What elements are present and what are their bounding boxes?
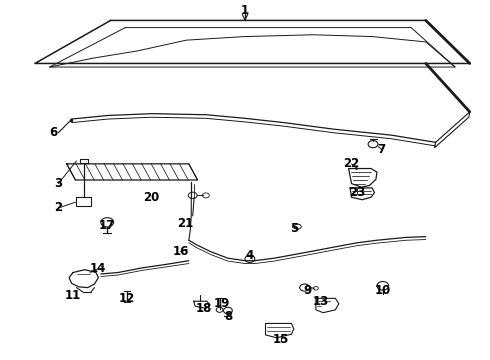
- Circle shape: [300, 284, 310, 291]
- Text: 12: 12: [119, 292, 135, 305]
- Text: 7: 7: [378, 143, 386, 156]
- Circle shape: [216, 307, 223, 312]
- Text: 2: 2: [54, 202, 62, 215]
- Text: 6: 6: [49, 126, 58, 139]
- Text: 22: 22: [343, 157, 360, 170]
- Circle shape: [223, 307, 232, 314]
- Text: 17: 17: [99, 219, 115, 233]
- Bar: [76, 197, 91, 206]
- Circle shape: [377, 282, 389, 290]
- Circle shape: [245, 255, 255, 262]
- Circle shape: [368, 140, 378, 148]
- Text: 20: 20: [143, 191, 159, 204]
- Text: 19: 19: [213, 297, 230, 310]
- Text: 16: 16: [172, 245, 189, 258]
- Circle shape: [202, 193, 209, 198]
- Text: 4: 4: [246, 249, 254, 262]
- Text: 15: 15: [273, 333, 289, 346]
- Circle shape: [101, 218, 114, 227]
- Text: 23: 23: [349, 186, 366, 199]
- Text: 9: 9: [303, 284, 312, 297]
- Circle shape: [188, 192, 197, 199]
- Text: 14: 14: [89, 262, 106, 275]
- Text: 3: 3: [54, 177, 62, 190]
- Text: 11: 11: [65, 289, 81, 302]
- Text: 21: 21: [177, 217, 194, 230]
- Text: 8: 8: [224, 310, 232, 323]
- Text: 13: 13: [313, 296, 329, 309]
- Circle shape: [294, 224, 301, 229]
- Circle shape: [314, 287, 318, 290]
- Text: 1: 1: [241, 4, 249, 17]
- Text: 10: 10: [375, 284, 391, 297]
- Text: 5: 5: [290, 222, 298, 235]
- Text: 18: 18: [196, 302, 212, 315]
